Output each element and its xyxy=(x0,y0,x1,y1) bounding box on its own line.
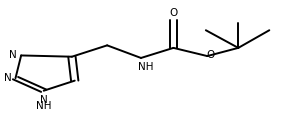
Text: NH: NH xyxy=(36,101,51,111)
Text: O: O xyxy=(169,8,178,18)
Text: N: N xyxy=(40,94,48,105)
Text: N: N xyxy=(9,50,17,60)
Text: NH: NH xyxy=(138,62,154,72)
Text: N: N xyxy=(4,73,12,83)
Text: O: O xyxy=(207,50,215,60)
